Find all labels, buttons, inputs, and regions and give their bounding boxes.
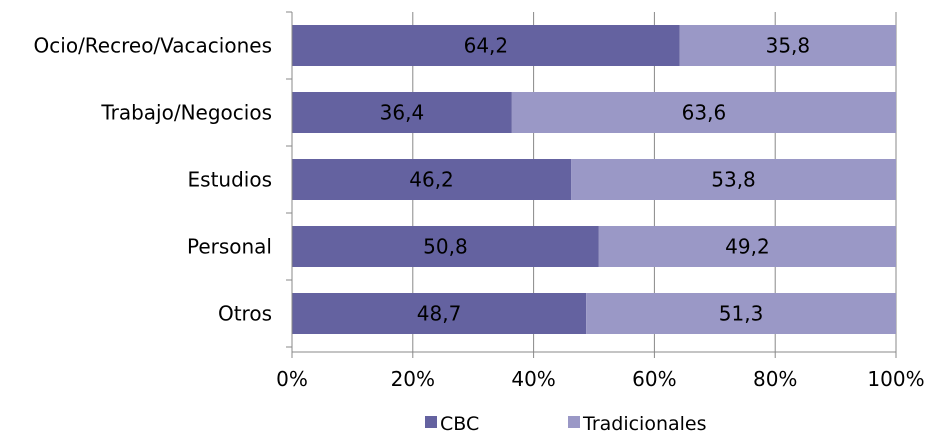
bar-cbc-0: [292, 25, 680, 66]
bar-cbc-1: [292, 92, 512, 133]
bar-tradicionales-3: [598, 226, 896, 267]
x-tick-label-2: 40%: [511, 367, 555, 391]
legend-swatch-cbc: [425, 416, 437, 428]
data-label-tradicionales-1: 63,6: [682, 101, 727, 125]
x-tick-label-3: 60%: [632, 367, 676, 391]
legend-swatch-tradicionales: [568, 416, 580, 428]
x-tick-label-1: 20%: [391, 367, 435, 391]
legend-label-tradicionales: Tradicionales: [582, 413, 707, 435]
x-tick-label-4: 80%: [753, 367, 797, 391]
category-label-4: Otros: [218, 302, 272, 326]
bar-cbc-3: [292, 226, 599, 267]
data-label-tradicionales-3: 49,2: [725, 235, 770, 259]
bar-tradicionales-4: [586, 293, 896, 334]
x-tick-label-5: 100%: [867, 367, 924, 391]
category-label-0: Ocio/Recreo/Vacaciones: [34, 34, 272, 58]
data-label-tradicionales-0: 35,8: [766, 34, 811, 58]
bar-tradicionales-1: [511, 92, 896, 133]
x-tick-label-0: 0%: [276, 367, 308, 391]
bar-cbc-2: [292, 159, 572, 200]
bar-cbc-4: [292, 293, 587, 334]
data-label-tradicionales-4: 51,3: [719, 302, 764, 326]
data-label-cbc-3: 50,8: [423, 235, 468, 259]
data-label-cbc-4: 48,7: [417, 302, 462, 326]
data-label-cbc-2: 46,2: [409, 168, 454, 192]
category-label-1: Trabajo/Negocios: [100, 101, 272, 125]
data-label-cbc-1: 36,4: [380, 101, 425, 125]
bar-tradicionales-0: [679, 25, 896, 66]
legend-label-cbc: CBC: [440, 413, 479, 435]
data-label-tradicionales-2: 53,8: [711, 168, 756, 192]
data-label-cbc-0: 64,2: [464, 34, 509, 58]
bar-tradicionales-2: [571, 159, 896, 200]
category-label-2: Estudios: [188, 168, 272, 192]
category-label-3: Personal: [187, 235, 272, 259]
